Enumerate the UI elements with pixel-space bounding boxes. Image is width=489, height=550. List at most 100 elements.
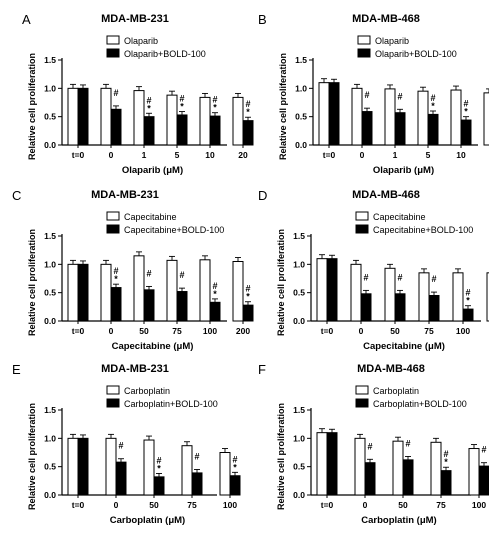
legend-swatch-combo	[355, 224, 369, 234]
panel-letter: F	[258, 362, 266, 377]
x-tick-label: 50	[390, 326, 400, 336]
significance-hash: #	[465, 288, 470, 298]
legend-swatch-combo	[106, 224, 120, 234]
bar-drug	[199, 259, 211, 322]
significance-hash: #	[146, 268, 151, 278]
x-tick-label: 0	[109, 326, 114, 336]
bar-drug	[199, 96, 211, 146]
y-axis-label: Relative cell proliferation	[27, 229, 37, 336]
bar-combo	[110, 108, 122, 146]
significance-hash: #	[113, 266, 118, 276]
y-tick-label: 1.5	[44, 231, 56, 241]
panel-letter: C	[12, 188, 21, 203]
bar-combo	[328, 82, 340, 146]
bar-drug	[67, 263, 79, 322]
bar-drug	[181, 445, 193, 496]
y-tick-label: 0.0	[295, 140, 307, 150]
bar-combo	[229, 475, 241, 496]
bar-drug	[100, 87, 112, 146]
significance-star: *	[157, 463, 161, 473]
panel-c: C MDA-MB-231 Capecitabine Capecitabine+BOLD…	[12, 188, 254, 352]
bar-drug	[67, 437, 79, 496]
x-tick-label: t=0	[321, 500, 334, 510]
bar-drug	[316, 432, 328, 496]
x-tick-label: 75	[187, 500, 197, 510]
legend-label: Carboplatin+BOLD-100	[124, 399, 218, 409]
panel-letter: B	[258, 12, 267, 27]
legend-label: Carboplatin	[124, 386, 170, 396]
bar-combo	[115, 461, 127, 496]
bar-drug	[430, 441, 442, 496]
y-tick-label: 0.0	[44, 490, 56, 500]
y-tick-label: 1.5	[293, 231, 305, 241]
bar-combo	[176, 114, 188, 146]
bar-combo	[462, 308, 474, 322]
bar-combo	[326, 432, 338, 496]
x-tick-label: t=0	[72, 500, 85, 510]
x-tick-label: 75	[436, 500, 446, 510]
panel-b: B MDA-MB-468 Olaparib Olaparib+BOLD-100 0.0 0…	[258, 12, 489, 176]
bar-drug	[468, 448, 480, 496]
significance-hash: #	[245, 284, 250, 294]
bar-drug	[100, 263, 112, 322]
significance-star: *	[147, 103, 151, 113]
legend-swatch-drug	[106, 385, 120, 395]
x-tick-label: 50	[139, 326, 149, 336]
y-axis-label: Relative cell proliferation	[276, 403, 286, 510]
bar-combo	[326, 258, 338, 322]
bar-combo	[394, 293, 406, 322]
significance-star: *	[246, 292, 250, 302]
legend-label: Olaparib+BOLD-100	[124, 49, 206, 59]
x-tick-label: 5	[426, 150, 431, 160]
x-tick-label: 0	[363, 500, 368, 510]
panel-letter: D	[258, 188, 267, 203]
significance-hash: #	[364, 90, 369, 100]
bar-drug	[67, 87, 79, 146]
bar-combo	[191, 472, 203, 496]
significance-hash: #	[113, 88, 118, 98]
significance-hash: #	[397, 91, 402, 101]
legend-label: Olaparib	[375, 36, 409, 46]
y-tick-label: 1.5	[295, 55, 307, 65]
x-tick-label: t=0	[72, 150, 85, 160]
legend-label: Capecitabine	[373, 212, 426, 222]
bar-combo	[478, 465, 489, 496]
bar-combo	[110, 287, 122, 322]
x-tick-label: 200	[236, 326, 250, 336]
y-tick-label: 1.0	[293, 433, 305, 443]
bar-combo	[427, 113, 439, 146]
significance-star: *	[444, 457, 448, 467]
x-tick-label: 20	[238, 150, 248, 160]
y-tick-label: 0.5	[293, 288, 305, 298]
significance-star: *	[213, 289, 217, 299]
bar-drug	[316, 258, 328, 322]
chart-title: MDA-MB-468	[352, 189, 420, 201]
x-tick-label: 100	[203, 326, 217, 336]
significance-hash: #	[232, 454, 237, 464]
y-tick-label: 0.5	[44, 288, 56, 298]
legend-label: Capecitabine+BOLD-100	[124, 225, 224, 235]
legend-label: Carboplatin	[373, 386, 419, 396]
y-tick-label: 0.5	[295, 112, 307, 122]
significance-hash: #	[212, 95, 217, 105]
x-axis-label: Olaparib (μM)	[373, 165, 434, 176]
significance-star: *	[464, 107, 468, 117]
x-tick-label: t=0	[72, 326, 85, 336]
y-tick-label: 0.5	[44, 462, 56, 472]
chart-title: MDA-MB-231	[91, 189, 159, 201]
bar-combo	[440, 470, 452, 496]
bar-combo	[77, 87, 89, 146]
x-tick-label: 75	[424, 326, 434, 336]
y-tick-label: 1.0	[293, 259, 305, 269]
bar-combo	[153, 476, 165, 496]
y-tick-label: 1.5	[44, 405, 56, 415]
x-tick-label: 100	[472, 500, 486, 510]
x-tick-label: 1	[142, 150, 147, 160]
x-tick-label: 10	[205, 150, 215, 160]
x-tick-label: 100	[223, 500, 237, 510]
bar-combo	[361, 111, 373, 146]
significance-star: *	[233, 462, 237, 472]
significance-star: *	[246, 107, 250, 117]
bar-combo	[364, 462, 376, 496]
